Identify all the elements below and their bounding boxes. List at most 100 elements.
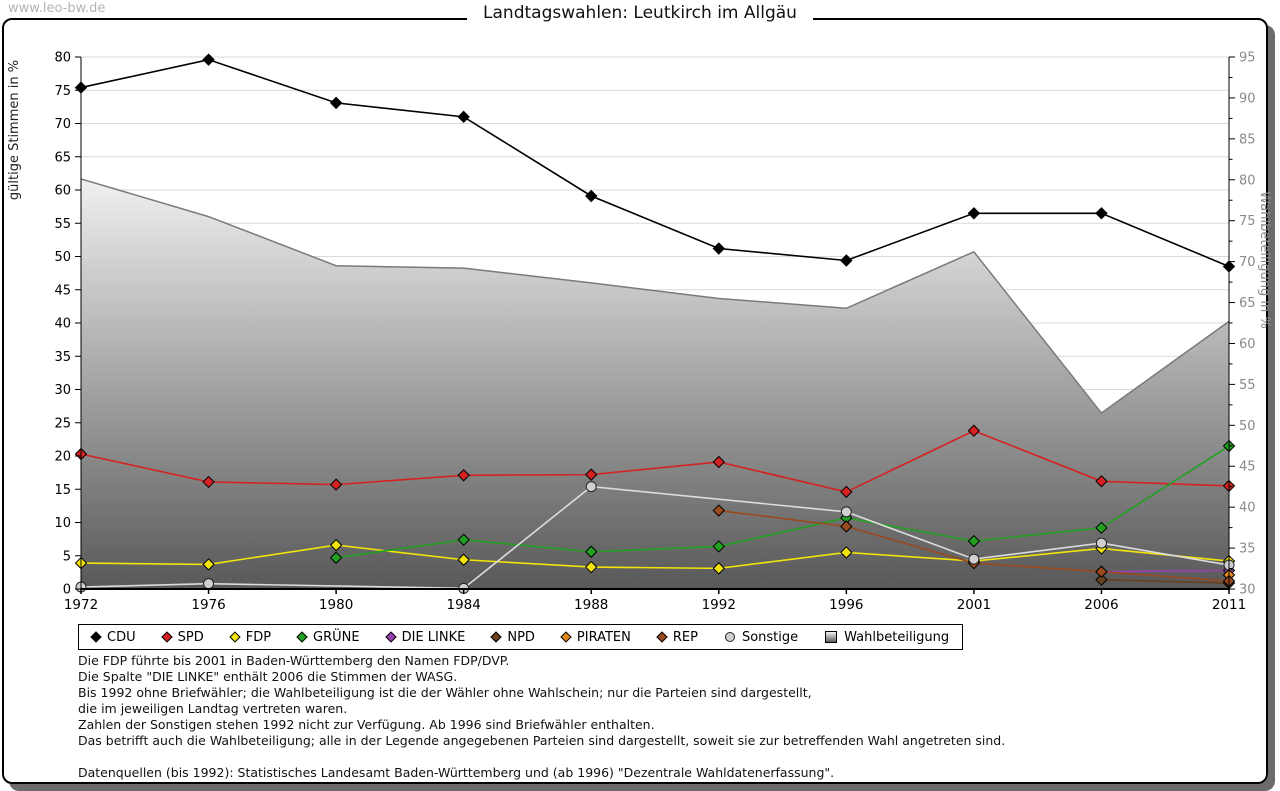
svg-text:5: 5 <box>63 549 71 564</box>
page-title: Landtagswahlen: Leutkirch im Allgäu <box>467 0 813 29</box>
legend-label: FDP <box>245 629 272 645</box>
grune-swatch-icon <box>296 631 308 643</box>
svg-text:2006: 2006 <box>1084 597 1118 613</box>
legend-item-grune: GRÜNE <box>296 629 360 645</box>
svg-text:60: 60 <box>54 184 71 199</box>
svg-text:90: 90 <box>1239 91 1256 106</box>
legend-item-npd: NPD <box>490 629 535 645</box>
line-npd <box>1101 578 1230 584</box>
legend: CDU SPD FDP GRÜNE DIE LINKE NPD PIRATEN REP Sons… <box>78 624 964 650</box>
footnotes: Die FDP führte bis 2001 in Baden-Württem… <box>78 653 1005 781</box>
svg-text:60: 60 <box>1239 337 1256 352</box>
legend-label: REP <box>672 629 698 645</box>
svg-text:1972: 1972 <box>64 597 98 613</box>
svg-text:50: 50 <box>54 250 71 265</box>
svg-text:55: 55 <box>1239 378 1256 393</box>
legend-label: CDU <box>107 629 136 645</box>
svg-text:40: 40 <box>1239 501 1256 516</box>
sonstige-swatch-icon <box>724 632 735 642</box>
footnote-line: Das betrifft auch die Wahlbeteiligung; a… <box>78 733 1006 748</box>
piraten-swatch-icon <box>560 631 572 643</box>
legend-item-wahlbeteiligung: Wahlbeteiligung <box>825 630 949 645</box>
svg-text:10: 10 <box>54 516 71 531</box>
area-wahlbeteiligung <box>81 178 1229 589</box>
svg-text:35: 35 <box>1239 542 1256 557</box>
legend-label: Wahlbeteiligung <box>844 629 950 645</box>
svg-text:0: 0 <box>63 583 71 598</box>
legend-item-sonstige: Sonstige <box>724 630 798 645</box>
svg-text:20: 20 <box>54 450 71 465</box>
line-die-linke <box>1101 569 1230 573</box>
svg-text:50: 50 <box>1239 419 1256 434</box>
footnote-line: Die Spalte "DIE LINKE" enthält 2006 die … <box>78 669 458 684</box>
footnote-line: Bis 1992 ohne Briefwähler; die Wahlbetei… <box>78 685 812 700</box>
svg-text:55: 55 <box>54 217 71 232</box>
svg-text:75: 75 <box>54 84 71 99</box>
line-cdu <box>80 58 1230 268</box>
footnote-line: Zahlen der Sonstigen stehen 1992 nicht z… <box>78 717 655 732</box>
footnote-line: die im jeweiligen Landtag vertreten ware… <box>78 701 348 716</box>
svg-text:45: 45 <box>54 283 71 298</box>
svg-text:70: 70 <box>54 117 71 132</box>
svg-text:80: 80 <box>1239 173 1256 188</box>
svg-text:35: 35 <box>54 350 71 365</box>
spd-swatch-icon <box>160 631 173 643</box>
svg-text:15: 15 <box>54 483 71 498</box>
series-lines <box>80 58 1230 590</box>
legend-item-piraten: PIRATEN <box>560 629 631 645</box>
svg-text:1980: 1980 <box>319 597 353 613</box>
legend-item-cdu: CDU <box>90 629 136 645</box>
legend-label: SPD <box>177 629 204 645</box>
svg-text:1984: 1984 <box>446 597 480 613</box>
line-grune <box>335 445 1230 559</box>
svg-text:75: 75 <box>1239 214 1256 229</box>
svg-text:25: 25 <box>54 416 71 431</box>
legend-label: NPD <box>507 629 535 645</box>
cdu-swatch-icon <box>90 631 102 643</box>
turnout-area <box>80 178 1230 589</box>
svg-text:30: 30 <box>1239 583 1256 598</box>
legend-label: DIE LINKE <box>401 629 466 645</box>
legend-label: PIRATEN <box>576 629 631 645</box>
svg-text:30: 30 <box>54 383 71 398</box>
svg-text:40: 40 <box>54 317 71 332</box>
rep-swatch-icon <box>656 631 668 643</box>
wahlbeteiligung-swatch-icon <box>825 631 838 643</box>
right-axis-title: Wahlbeteiligung in % <box>1257 191 1272 328</box>
line-sonstige <box>80 485 1230 590</box>
legend-item-spd: SPD <box>160 629 204 645</box>
line-fdp <box>80 544 1230 570</box>
svg-text:95: 95 <box>1239 51 1256 66</box>
election-line-chart: 0 5 10 15 20 25 30 35 40 45 50 55 60 65 70 75 80 30 35 40 45… <box>7 51 1272 614</box>
fdp-swatch-icon <box>229 631 241 643</box>
markers-sonstige <box>75 481 1235 594</box>
svg-text:2001: 2001 <box>957 597 991 613</box>
axes: 0 5 10 15 20 25 30 35 40 45 50 55 60 65 70 75 80 30 35 40 45… <box>7 51 1272 614</box>
footnote-line: Die FDP führte bis 2001 in Baden-Württem… <box>78 653 510 668</box>
legend-item-fdp: FDP <box>229 629 272 645</box>
svg-text:1976: 1976 <box>191 597 225 613</box>
footnote-line <box>78 749 1005 765</box>
svg-text:85: 85 <box>1239 132 1256 147</box>
markers-cdu <box>74 53 1236 273</box>
svg-text:65: 65 <box>54 150 71 165</box>
left-axis-title: gültige Stimmen in % <box>7 60 22 200</box>
npd-swatch-icon <box>490 631 503 643</box>
series-markers <box>74 53 1236 594</box>
watermark: www.leo-bw.de <box>8 1 106 16</box>
svg-text:45: 45 <box>1239 460 1256 475</box>
footnote-line: Datenquellen (bis 1992): Statistisches L… <box>78 765 835 780</box>
markers-grune <box>329 439 1236 564</box>
legend-label: GRÜNE <box>313 629 360 645</box>
legend-item-rep: REP <box>656 629 698 645</box>
svg-text:1992: 1992 <box>702 597 736 613</box>
svg-text:1996: 1996 <box>829 597 863 613</box>
svg-text:80: 80 <box>54 51 71 66</box>
legend-item-die-linke: DIE LINKE <box>384 629 466 645</box>
svg-text:65: 65 <box>1239 296 1256 311</box>
line-spd <box>80 429 1230 493</box>
svg-text:1988: 1988 <box>574 597 608 613</box>
die-linke-swatch-icon <box>384 631 397 643</box>
svg-text:70: 70 <box>1239 255 1256 270</box>
